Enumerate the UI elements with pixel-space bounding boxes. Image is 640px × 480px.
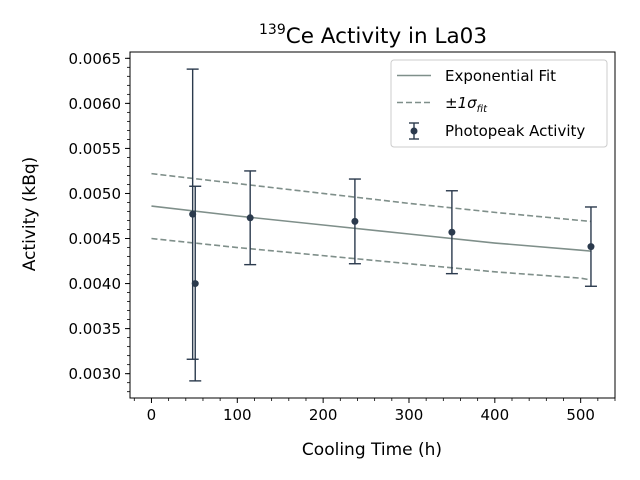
x-tick-label: 500 xyxy=(566,406,595,424)
x-tick-label: 400 xyxy=(481,406,510,424)
legend: Exponential Fit ±1σfit Photopeak Activit… xyxy=(390,59,608,148)
plot-area xyxy=(129,51,616,399)
points-layer xyxy=(186,68,597,382)
point-marker xyxy=(189,210,197,218)
legend-points-label: Photopeak Activity xyxy=(445,122,585,140)
x-axis-label: Cooling Time (h) xyxy=(302,440,442,460)
y-tick-label: 0.0065 xyxy=(69,50,122,68)
y-tick-label: 0.0040 xyxy=(69,275,122,293)
y-tick-label: 0.0030 xyxy=(69,365,122,383)
x-tick-label: 200 xyxy=(309,406,338,424)
x-axis: 0 100 200 300 400 500 xyxy=(133,398,616,424)
y-tick-label: 0.0045 xyxy=(69,230,122,248)
point-marker xyxy=(191,280,199,288)
data-point xyxy=(348,178,361,265)
chart-title-superscript: 139 xyxy=(259,22,286,38)
legend-band-subscript: fit xyxy=(477,104,488,115)
y-axis-label: Activity (kBq) xyxy=(20,157,40,272)
legend-box xyxy=(390,59,608,148)
fit-band-line xyxy=(151,237,592,281)
point-marker xyxy=(587,243,595,251)
data-point xyxy=(244,170,257,266)
legend-fit-label: Exponential Fit xyxy=(445,67,556,85)
chart-title-main: Ce Activity in La03 xyxy=(286,24,487,49)
point-marker xyxy=(448,228,456,236)
y-tick-label: 0.0060 xyxy=(69,95,122,113)
fit-band-line xyxy=(151,172,592,223)
axes-frame xyxy=(129,51,616,399)
chart-title: 139Ce Activity in La03 xyxy=(259,22,487,49)
fit-layer xyxy=(151,172,592,281)
point-marker xyxy=(351,217,359,225)
y-tick-label: 0.0035 xyxy=(69,320,122,338)
y-tick-label: 0.0050 xyxy=(69,185,122,203)
data-point xyxy=(445,190,458,275)
data-point xyxy=(189,185,202,382)
x-tick-label: 300 xyxy=(395,406,424,424)
y-axis: 0.0030 0.0035 0.0040 0.0045 0.0050 0.0055 0.00… xyxy=(69,50,130,393)
legend-points-swatch xyxy=(409,122,419,140)
legend-band-label: ±1σfit xyxy=(445,94,488,115)
data-point xyxy=(186,68,199,360)
legend-band-prefix: ±1σ xyxy=(445,94,477,112)
point-marker xyxy=(246,214,254,222)
data-point xyxy=(584,206,597,287)
x-tick-label: 0 xyxy=(147,406,157,424)
y-tick-label: 0.0055 xyxy=(69,140,122,158)
x-tick-label: 100 xyxy=(223,406,252,424)
fit-line xyxy=(151,205,592,252)
